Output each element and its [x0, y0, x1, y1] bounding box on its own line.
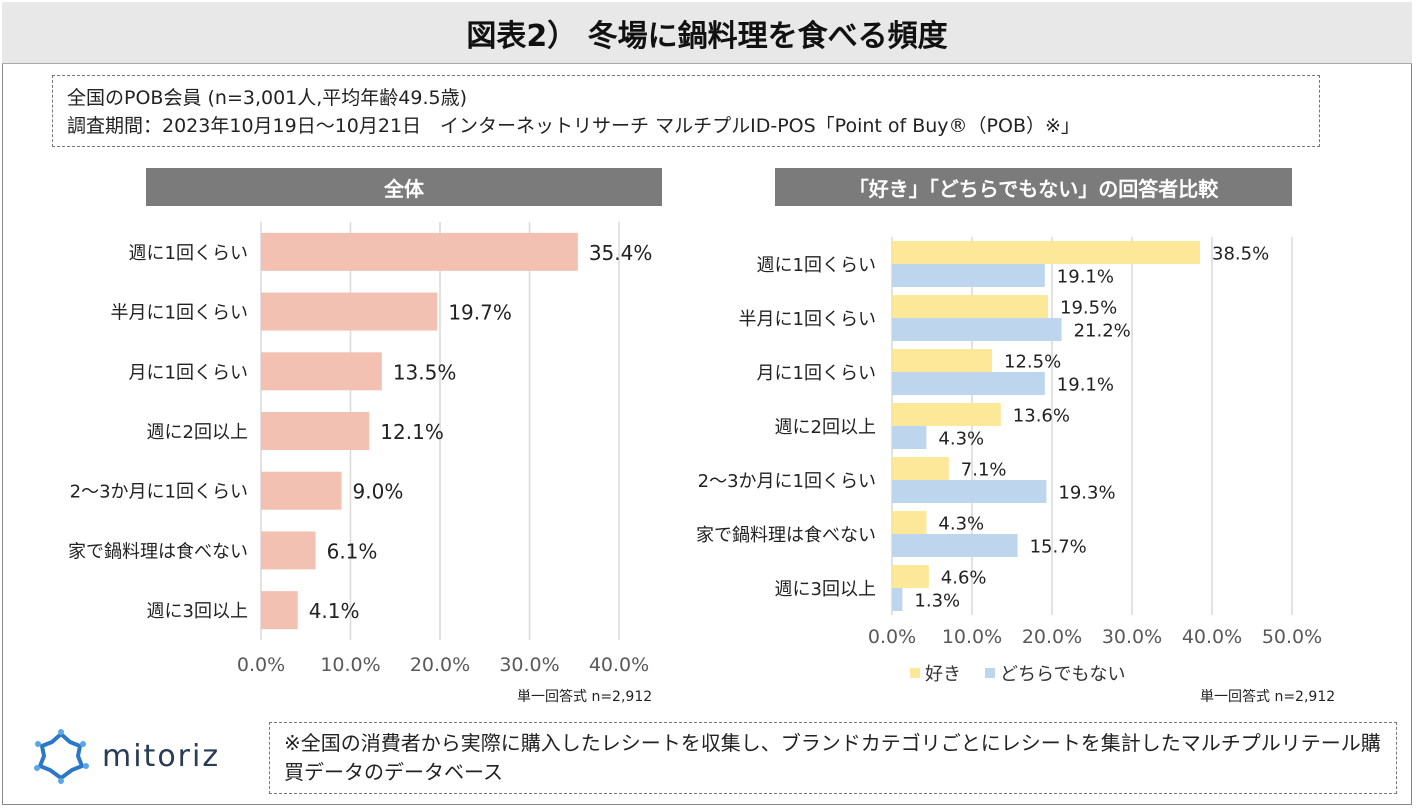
left-chart-title: 全体 — [146, 168, 662, 206]
survey-info-line2: 調査期間：2023年10月19日～10月21日 インターネットリサーチ マルチプ… — [67, 115, 1080, 137]
page-title: 図表2） 冬場に鍋料理を食べる頻度 — [2, 2, 1412, 64]
survey-info-box: 全国のPOB会員 (n=3,001人,平均年齢49.5歳) 調査期間：2023年… — [52, 75, 1320, 147]
mitoriz-logo: mitoriz — [30, 728, 220, 784]
right-chart-title: 「好き」「どちらでもない」の回答者比較 — [775, 168, 1292, 206]
left-chart-note: 単一回答式 n=2,912 — [517, 689, 653, 705]
sun-gear-logo-icon — [34, 729, 89, 784]
footnote-box: ※全国の消費者から実際に購入したレシートを収集し、ブランドカテゴリごとにレシート… — [269, 722, 1397, 794]
logo-text: mitoriz — [102, 738, 221, 774]
survey-info-line1: 全国のPOB会員 (n=3,001人,平均年齢49.5歳) — [67, 87, 468, 109]
right-chart-note: 単一回答式 n=2,912 — [1200, 689, 1336, 705]
